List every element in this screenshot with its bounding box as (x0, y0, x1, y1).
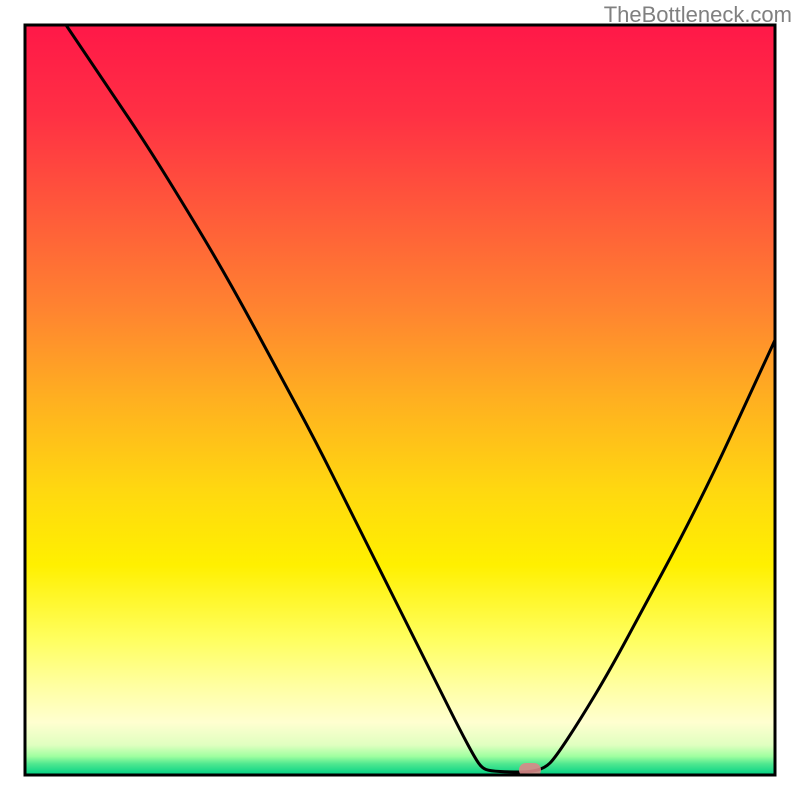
bottleneck-curve-chart (0, 0, 800, 800)
watermark-label: TheBottleneck.com (604, 2, 792, 28)
gradient-background (25, 25, 775, 775)
chart-container: TheBottleneck.com (0, 0, 800, 800)
